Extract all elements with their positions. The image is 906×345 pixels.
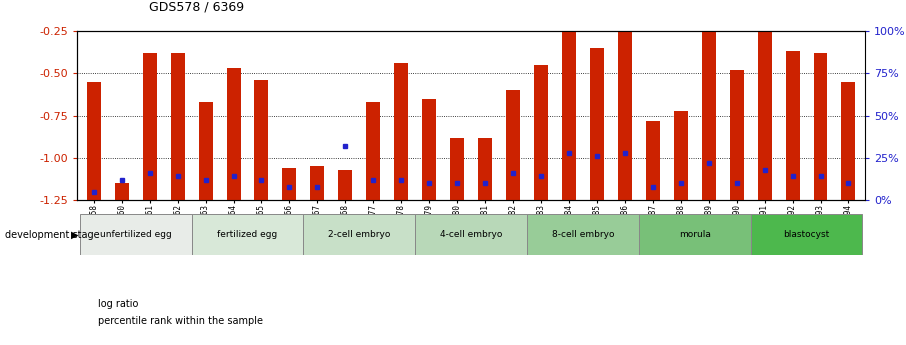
Text: log ratio: log ratio	[98, 299, 139, 308]
Bar	[534, 65, 548, 200]
Bar	[255, 80, 268, 200]
Bar	[115, 183, 129, 200]
Bar	[170, 53, 185, 200]
Bar	[311, 166, 324, 200]
Bar	[226, 68, 240, 200]
Bar	[80, 214, 191, 255]
Bar	[729, 70, 744, 200]
Text: blastocyst: blastocyst	[784, 230, 830, 239]
Bar	[394, 63, 409, 200]
Bar	[646, 121, 660, 200]
Text: 2-cell embryo: 2-cell embryo	[328, 230, 390, 239]
Text: 4-cell embryo: 4-cell embryo	[440, 230, 502, 239]
Bar	[422, 99, 436, 200]
Text: unfertilized egg: unfertilized egg	[100, 230, 171, 239]
Bar	[590, 48, 604, 200]
Bar	[814, 53, 827, 200]
Bar	[562, 22, 576, 200]
Bar	[527, 214, 639, 255]
Text: morula: morula	[679, 230, 710, 239]
Bar	[757, 26, 772, 200]
Bar	[338, 170, 352, 200]
Bar	[618, 26, 631, 200]
Text: development stage: development stage	[5, 230, 99, 239]
Bar	[478, 138, 492, 200]
Bar	[639, 214, 751, 255]
Bar	[702, 26, 716, 200]
Bar	[191, 214, 304, 255]
Bar	[304, 214, 415, 255]
Text: GDS578 / 6369: GDS578 / 6369	[149, 1, 245, 14]
Text: ▶: ▶	[71, 230, 78, 239]
Bar	[415, 214, 527, 255]
Bar	[87, 82, 101, 200]
Text: 8-cell embryo: 8-cell embryo	[552, 230, 614, 239]
Bar	[198, 102, 213, 200]
Bar	[674, 110, 688, 200]
Bar	[506, 90, 520, 200]
Bar	[283, 168, 296, 200]
Text: fertilized egg: fertilized egg	[217, 230, 277, 239]
Bar	[842, 82, 855, 200]
Bar	[751, 214, 863, 255]
Bar	[450, 138, 464, 200]
Bar	[366, 102, 381, 200]
Text: percentile rank within the sample: percentile rank within the sample	[98, 316, 263, 326]
Bar	[143, 53, 157, 200]
Bar	[786, 51, 799, 200]
